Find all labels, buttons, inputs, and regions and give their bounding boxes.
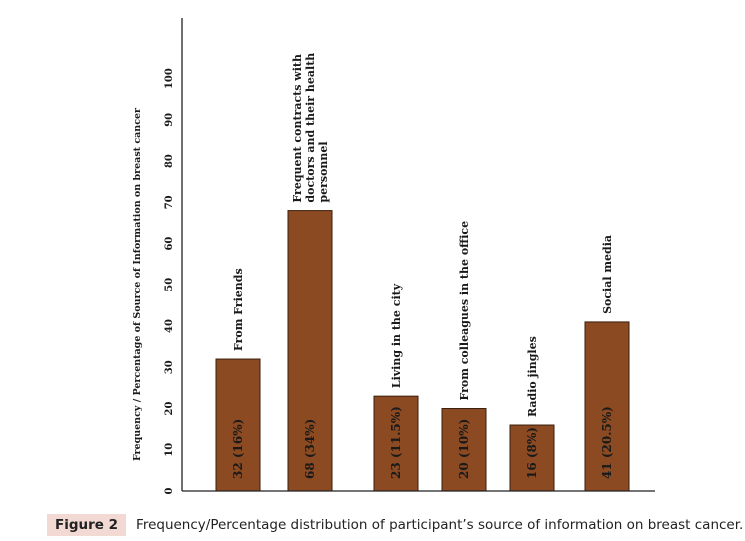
y-tick-label: 90: [164, 113, 175, 127]
y-tick-label: 60: [164, 237, 175, 251]
bar-value-label: 23 (11.5%): [389, 406, 403, 479]
category-label: Radio jingles: [526, 336, 539, 417]
bar-value-label: 41 (20.5%): [600, 406, 614, 479]
bar-chart: 32 (16%) From Friends 68 (34%) Frequent con…: [132, 18, 655, 494]
y-tick-label: 30: [164, 360, 175, 374]
bar: [441, 408, 487, 492]
y-tick-label: 100: [164, 68, 175, 89]
axis-layer: 0 10 20 30 40 50 60 70 80 90 100 Frequency / Percen…: [132, 18, 655, 494]
category-label: From Friends: [232, 268, 245, 351]
category-label: From colleagues in the office: [458, 221, 471, 401]
bars-layer: [215, 210, 630, 492]
labels-layer: 32 (16%) From Friends 68 (34%) Frequent con…: [231, 53, 614, 479]
category-label: doctors and their health: [304, 53, 317, 203]
bar: [373, 395, 419, 492]
y-tick-label: 20: [164, 402, 175, 416]
category-label: Living in the city: [390, 283, 403, 388]
y-tick-label: 10: [164, 443, 175, 457]
y-tick-label: 0: [164, 487, 175, 494]
bar-value-label: 68 (34%): [303, 419, 317, 479]
category-label: Frequent contracts with: [291, 54, 304, 203]
bar-value-label: 32 (16%): [231, 419, 245, 479]
y-tick-label: 50: [164, 278, 175, 292]
bar: [287, 210, 333, 492]
figure-caption-text: Frequency/Percentage distribution of par…: [136, 517, 744, 533]
figure-caption-label: Figure 2: [47, 514, 127, 536]
bar: [584, 321, 630, 492]
bar: [215, 358, 261, 492]
y-tick-label: 70: [164, 195, 175, 209]
figure-caption: Figure 2 Frequency/Percentage distributi…: [47, 513, 743, 537]
bar-value-label: 20 (10%): [457, 419, 471, 479]
y-tick-label: 80: [164, 154, 175, 168]
y-axis-label: Frequency / Percentage of Source of Info…: [132, 107, 143, 461]
category-label: Social media: [601, 235, 614, 314]
category-label: personnel: [317, 141, 330, 202]
y-tick-label: 40: [164, 319, 175, 333]
bar-value-label: 16 (8%): [525, 427, 539, 479]
